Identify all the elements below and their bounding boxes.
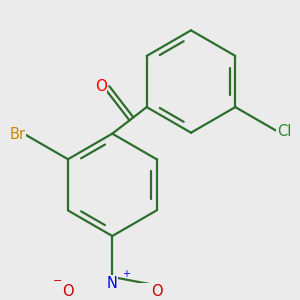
Text: Br: Br [10, 127, 26, 142]
Text: O: O [95, 79, 107, 94]
Text: O: O [62, 284, 74, 298]
Text: +: + [122, 269, 130, 279]
Text: O: O [151, 284, 162, 298]
Text: Cl: Cl [277, 124, 291, 139]
Text: −: − [52, 276, 62, 286]
Text: N: N [107, 276, 118, 291]
